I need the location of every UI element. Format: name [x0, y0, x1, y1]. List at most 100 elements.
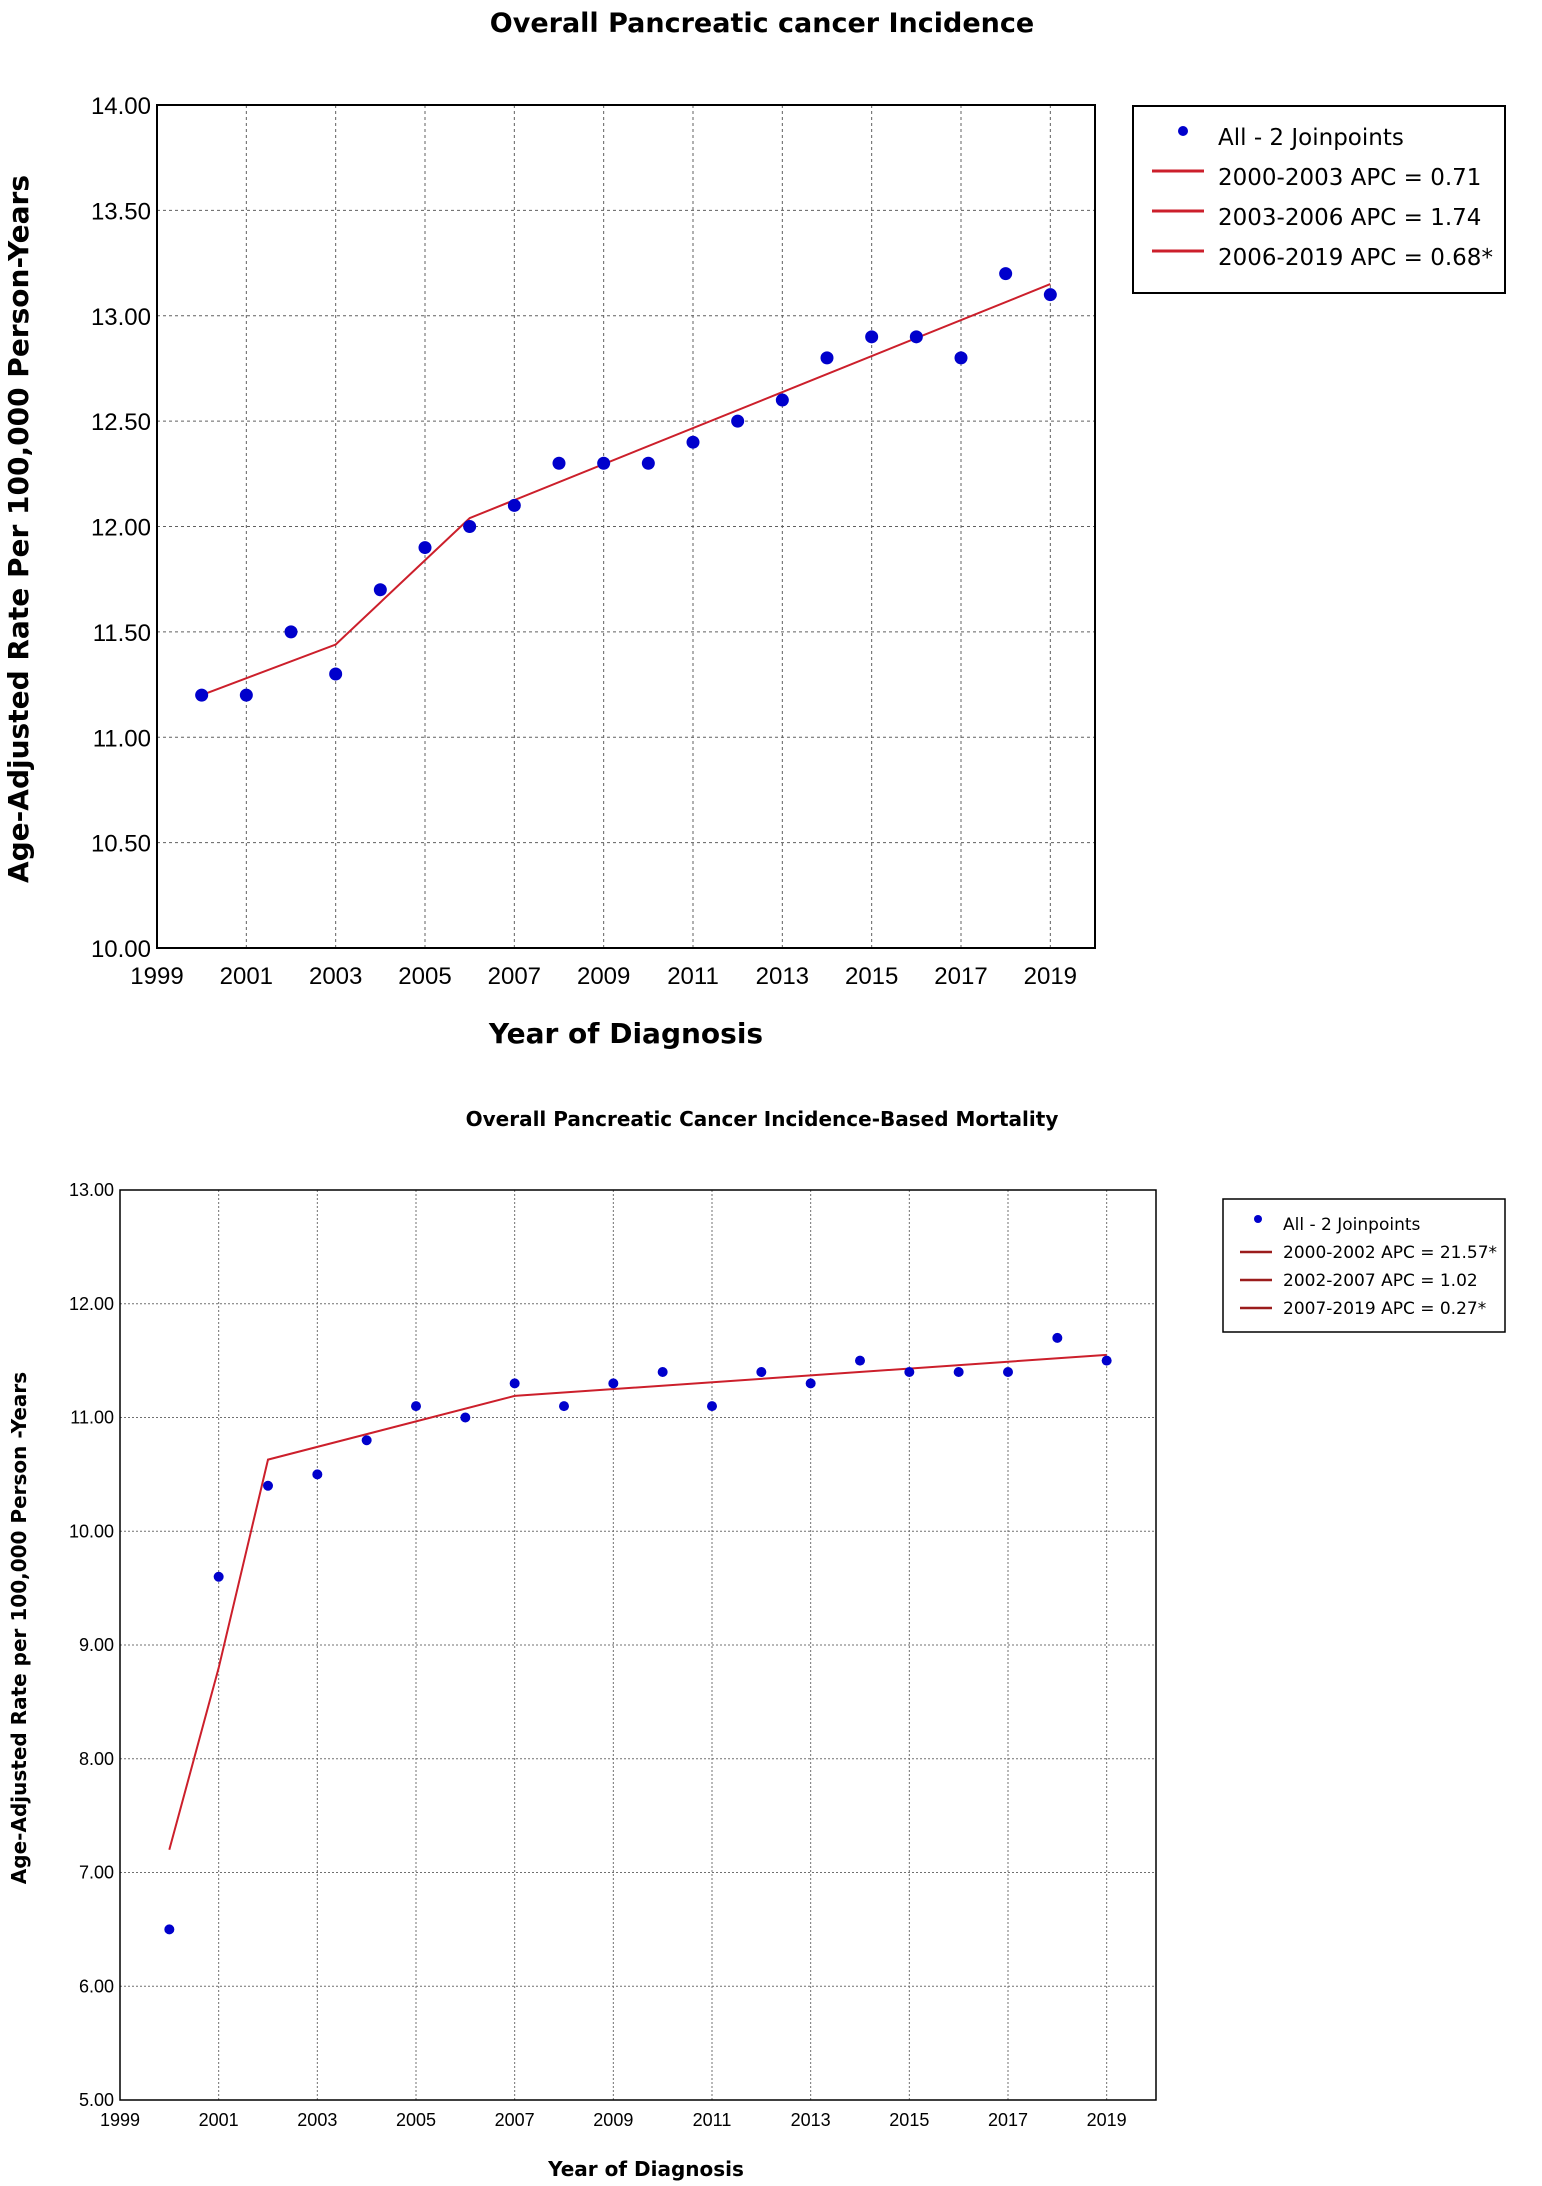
- chart-mortality: Overall Pancreatic Cancer Incidence-Base…: [0, 1080, 1542, 2186]
- joinpoint-fit-line: [201, 283, 1051, 697]
- x-tick-label: 2013: [791, 2110, 831, 2130]
- data-point: [597, 456, 611, 470]
- data-point: [1052, 1332, 1063, 1343]
- y-tick-label: 12.50: [91, 409, 151, 436]
- data-point: [213, 1571, 224, 1582]
- legend: All - 2 Joinpoints 2000-2002 APC = 21.57…: [1222, 1198, 1506, 1333]
- legend-marker: [1178, 126, 1188, 136]
- y-tick-label: 10.50: [91, 831, 151, 858]
- legend-entry-1: 2000-2003 APC = 0.71: [1218, 165, 1481, 191]
- legend-marker: [1254, 1215, 1262, 1223]
- legend-entry-3: 2006-2019 APC = 0.68*: [1218, 245, 1493, 271]
- data-point: [608, 1378, 619, 1389]
- data-point: [657, 1367, 668, 1377]
- y-axis-label: Age-Adjusted Rate per 100,000 Person -Ye…: [7, 1372, 31, 1884]
- data-point: [865, 330, 879, 344]
- chart-title: Overall Pancreatic Cancer Incidence-Base…: [466, 1107, 1059, 1131]
- y-axis-label: Age-Adjusted Rate Per 100,000 Person-Yea…: [2, 175, 35, 883]
- x-tick-label: 2019: [1087, 2110, 1127, 2130]
- y-tick-label: 8.00: [79, 1749, 114, 1769]
- data-point: [361, 1435, 372, 1446]
- x-tick-label: 2017: [988, 2110, 1028, 2130]
- y-tick-label: 6.00: [79, 1976, 114, 1996]
- fit-line: [168, 1353, 1107, 1851]
- x-tick-label: 2011: [693, 2110, 732, 2130]
- data-point: [418, 541, 432, 555]
- chart-mortality-svg: Overall Pancreatic Cancer Incidence-Base…: [7, 1107, 1506, 2181]
- data-point: [731, 414, 745, 428]
- tick-labels: 1999 2001 2003 2005 2007 2009 2011 2013 2015 2017…: [69, 1180, 1127, 2130]
- legend-box: [1222, 1198, 1506, 1333]
- x-tick-label: 2009: [593, 2110, 633, 2130]
- x-tick-label: 2003: [297, 2110, 337, 2130]
- x-tick-label: 2009: [577, 963, 630, 990]
- data-point: [909, 330, 923, 344]
- chart-incidence-svg: Overall Pancreatic cancer Incidence Year…: [2, 8, 1506, 1050]
- data-point: [284, 625, 298, 639]
- legend-entry-0: All - 2 Joinpoints: [1283, 1215, 1421, 1235]
- data-point: [239, 688, 253, 702]
- x-tick-label: 2003: [309, 963, 362, 990]
- legend-entry-1: 2000-2002 APC = 21.57*: [1283, 1243, 1497, 1263]
- data-point: [552, 456, 566, 470]
- legend: All - 2 Joinpoints 2000-2003 APC = 0.71 …: [1132, 105, 1506, 294]
- x-tick-label: 2005: [396, 2110, 436, 2130]
- data-point: [463, 520, 477, 533]
- data-point: [904, 1367, 915, 1377]
- x-tick-label: 2017: [934, 963, 987, 990]
- data-points: [164, 1332, 1112, 1935]
- fit-line: [201, 283, 1051, 697]
- data-point: [641, 456, 655, 470]
- chart-incidence: Overall Pancreatic cancer Incidence Year…: [0, 0, 1542, 1080]
- x-tick-label: 2013: [756, 963, 809, 990]
- data-point: [1003, 1367, 1013, 1377]
- x-tick-label: 2015: [889, 2110, 929, 2130]
- x-tick-label: 1999: [130, 963, 183, 990]
- y-tick-label: 14.00: [91, 93, 151, 120]
- joinpoint-fit-line: [168, 1353, 1107, 1851]
- x-tick-label: 2001: [199, 2110, 239, 2130]
- x-tick-label: 2005: [398, 963, 451, 990]
- data-point: [329, 667, 343, 681]
- data-point: [775, 393, 789, 407]
- data-point: [1043, 288, 1057, 302]
- legend-box: [1132, 105, 1506, 294]
- data-point: [460, 1412, 471, 1423]
- legend-entry-0: All - 2 Joinpoints: [1218, 125, 1404, 151]
- data-point: [559, 1401, 569, 1412]
- grid: [120, 1190, 1156, 2100]
- plot-frame: [119, 1189, 1157, 2101]
- x-tick-label: 2007: [495, 2110, 535, 2130]
- tick-labels: 1999 2001 2003 2005 2007 2009 2011 2013 2015 2017…: [91, 93, 1077, 990]
- data-point: [164, 1924, 175, 1935]
- chart-title: Overall Pancreatic cancer Incidence: [490, 8, 1034, 39]
- data-point: [707, 1401, 717, 1412]
- plot-frame: [156, 104, 1096, 949]
- data-point: [954, 351, 968, 365]
- x-axis-label: Year of Diagnosis: [488, 1017, 763, 1050]
- data-point: [805, 1378, 816, 1389]
- grid: [157, 105, 1095, 948]
- legend-entry-2: 2003-2006 APC = 1.74: [1218, 205, 1481, 231]
- x-tick-label: 1999: [100, 2110, 140, 2130]
- data-point: [312, 1469, 323, 1480]
- data-point: [686, 435, 700, 449]
- data-point: [999, 267, 1013, 281]
- y-tick-label: 12.00: [69, 1294, 114, 1314]
- data-point: [373, 583, 387, 597]
- x-tick-label: 2011: [667, 963, 719, 990]
- data-point: [820, 351, 834, 365]
- data-point: [195, 688, 209, 702]
- data-point: [855, 1355, 865, 1366]
- y-tick-label: 13.00: [91, 304, 151, 331]
- data-point: [507, 498, 521, 512]
- y-tick-label: 5.00: [79, 2090, 114, 2110]
- data-point: [756, 1367, 767, 1377]
- y-tick-label: 13.50: [91, 198, 151, 225]
- x-tick-label: 2019: [1024, 963, 1077, 990]
- x-axis-label: Year of Diagnosis: [547, 2157, 744, 2181]
- y-tick-label: 10.00: [91, 936, 151, 963]
- y-tick-label: 11.00: [70, 1408, 114, 1428]
- data-point: [1101, 1355, 1112, 1366]
- data-point: [509, 1378, 520, 1389]
